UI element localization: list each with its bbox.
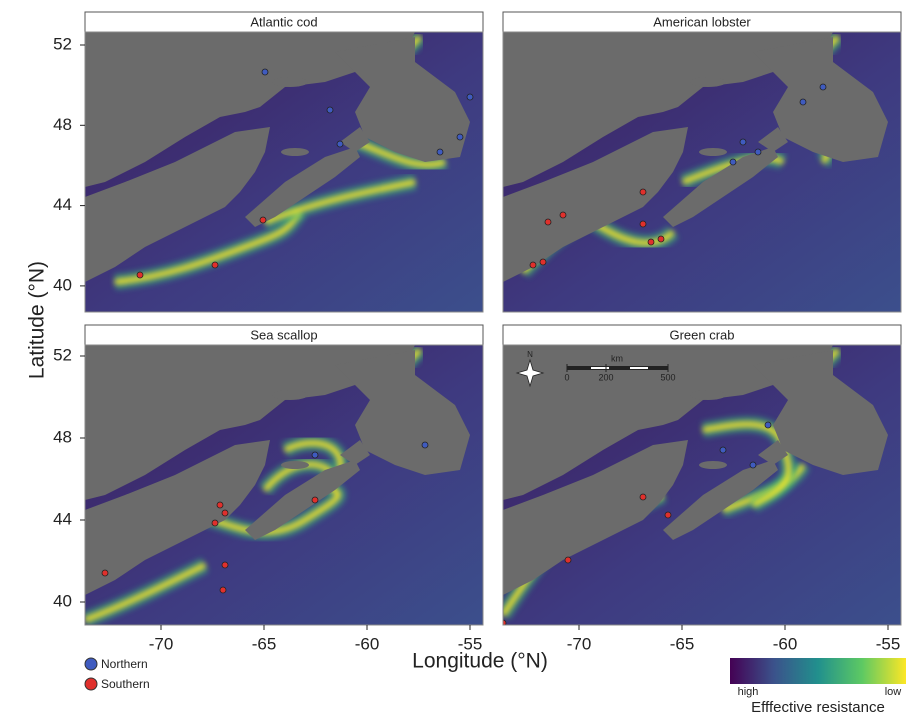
site	[640, 494, 646, 500]
scale-label: 500	[660, 372, 675, 382]
y-tick-label: 52	[53, 345, 72, 364]
x-tick-label: -60	[773, 634, 798, 653]
site	[640, 189, 646, 195]
map-panel: American lobster	[503, 12, 901, 312]
map	[85, 345, 483, 625]
scale-bar-segment	[630, 367, 648, 369]
site	[457, 134, 463, 140]
map	[503, 32, 901, 312]
site	[730, 159, 736, 165]
x-tick-label: -65	[252, 634, 277, 653]
site	[102, 570, 108, 576]
y-tick-label: 48	[53, 115, 72, 134]
x-tick-label: -55	[458, 634, 483, 653]
scale-bar-base	[567, 366, 668, 370]
site	[222, 562, 228, 568]
site	[755, 149, 761, 155]
legend-dot	[85, 678, 97, 690]
legend: Northern Southern	[85, 657, 150, 691]
site	[648, 239, 654, 245]
site	[750, 462, 756, 468]
site	[312, 452, 318, 458]
site	[222, 510, 228, 516]
site	[545, 219, 551, 225]
site	[437, 149, 443, 155]
scale-label: 0	[564, 372, 569, 382]
y-tick-label: 44	[53, 195, 72, 214]
panel-title: Green crab	[669, 327, 734, 342]
site	[720, 447, 726, 453]
y-tick-label: 44	[53, 509, 72, 528]
site	[220, 587, 226, 593]
x-tick-label: -55	[876, 634, 901, 653]
site	[337, 141, 343, 147]
compass-label: N	[527, 350, 533, 359]
site	[665, 512, 671, 518]
site	[327, 107, 333, 113]
x-tick-label: -70	[567, 634, 592, 653]
legend-label: Southern	[101, 677, 150, 691]
map-panel: Sea scallop	[85, 325, 483, 625]
site	[262, 69, 268, 75]
site	[530, 262, 536, 268]
map-panel: Atlantic cod	[85, 12, 483, 312]
panels: Atlantic cod American lobster Sea scallop G…	[85, 12, 901, 626]
colorbar-title: Efffective resistance	[751, 699, 885, 716]
map-panel: Green crab	[500, 325, 901, 626]
colorbar-high: high	[738, 686, 759, 698]
y-tick-label: 40	[53, 275, 72, 294]
site	[565, 557, 571, 563]
x-tick-label: -70	[149, 634, 174, 653]
y-tick-label: 48	[53, 427, 72, 446]
map	[500, 345, 901, 626]
scale-unit: km	[611, 353, 623, 363]
site	[560, 212, 566, 218]
y-axis-title: Latitude (°N)	[26, 261, 49, 379]
x-tick-label: -60	[355, 634, 380, 653]
figure: Atlantic cod American lobster Sea scallop G…	[0, 0, 911, 716]
colorbar-low: low	[885, 686, 902, 698]
site	[658, 236, 664, 242]
site	[137, 272, 143, 278]
y-tick-label: 40	[53, 591, 72, 610]
site	[217, 502, 223, 508]
colorbar-gradient	[730, 658, 906, 684]
site	[765, 422, 771, 428]
colorbar: high low Efffective resistance	[730, 658, 906, 716]
site	[820, 84, 826, 90]
panel-title: Atlantic cod	[250, 14, 317, 29]
site	[800, 99, 806, 105]
scale-label: 200	[598, 372, 613, 382]
site	[640, 221, 646, 227]
y-tick-label: 52	[53, 34, 72, 53]
map	[85, 32, 483, 312]
site	[540, 259, 546, 265]
x-tick-label: -65	[670, 634, 695, 653]
site	[260, 217, 266, 223]
site	[312, 497, 318, 503]
site	[212, 520, 218, 526]
site	[212, 262, 218, 268]
panel-title: Sea scallop	[250, 327, 317, 342]
site	[467, 94, 473, 100]
site	[422, 442, 428, 448]
legend-label: Northern	[101, 657, 148, 671]
site	[740, 139, 746, 145]
panel-title: American lobster	[653, 14, 751, 29]
legend-dot	[85, 658, 97, 670]
